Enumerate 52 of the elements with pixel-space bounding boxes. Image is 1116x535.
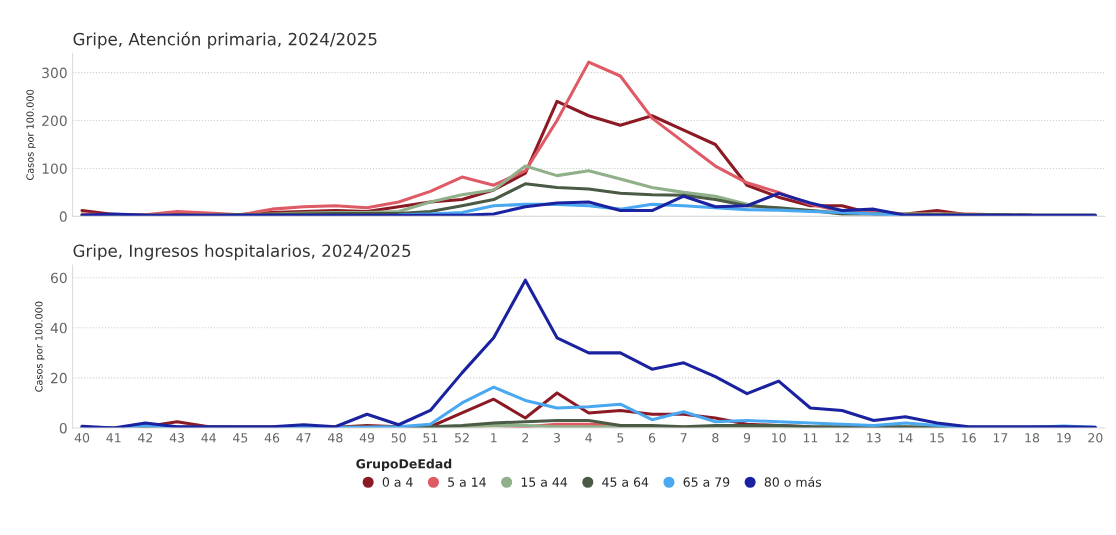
x-tick-label: 2 bbox=[522, 433, 529, 443]
legend-label: 5 a 14 bbox=[448, 477, 486, 487]
x-tick-label: 46 bbox=[264, 433, 280, 443]
chart-title: Gripe, Ingresos hospitalarios, 2024/2025 bbox=[73, 244, 411, 261]
x-tick-label: 45 bbox=[233, 433, 248, 443]
x-tick-label: 6 bbox=[648, 433, 656, 443]
x-tick-label: 20 bbox=[1088, 433, 1103, 443]
x-tick-label: 3 bbox=[554, 433, 560, 443]
x-tick-label: 43 bbox=[169, 433, 184, 443]
legend-label: 15 a 44 bbox=[521, 477, 568, 487]
x-tick-label: 18 bbox=[1025, 433, 1040, 443]
legend-label: 45 a 64 bbox=[602, 477, 649, 487]
x-tick-label: 48 bbox=[328, 433, 343, 443]
x-tick-label: 19 bbox=[1057, 433, 1071, 443]
y-tick-label: 300 bbox=[42, 67, 67, 79]
x-tick-label: 11 bbox=[803, 433, 818, 443]
x-tick-label: 16 bbox=[962, 433, 976, 443]
y-tick-label: 0 bbox=[59, 422, 67, 434]
x-tick-label: 4 bbox=[585, 433, 592, 443]
y-tick-label: 100 bbox=[42, 163, 67, 174]
x-tick-label: 13 bbox=[867, 433, 881, 443]
y-tick-label: 200 bbox=[42, 115, 67, 127]
x-tick-label: 49 bbox=[359, 433, 375, 443]
x-tick-label: 44 bbox=[201, 433, 216, 443]
x-tick-label: 40 bbox=[74, 433, 90, 443]
y-axis-title: Casos por 100.000 bbox=[26, 89, 36, 181]
legend-title: GrupoDeEdad bbox=[356, 458, 452, 471]
legend-label: 0 a 4 bbox=[382, 477, 413, 487]
y-axis-title: Casos por 100.000 bbox=[35, 301, 45, 392]
x-tick-label: 50 bbox=[391, 433, 406, 443]
x-tick-label: 17 bbox=[993, 433, 1008, 443]
x-tick-label: 5 bbox=[617, 433, 624, 443]
x-tick-label: 41 bbox=[106, 433, 121, 443]
x-tick-label: 14 bbox=[898, 433, 913, 443]
x-tick-label: 1 bbox=[491, 433, 497, 443]
x-tick-label: 7 bbox=[680, 433, 687, 443]
x-tick-label: 42 bbox=[138, 433, 153, 443]
x-tick-label: 52 bbox=[455, 433, 469, 443]
x-tick-label: 10 bbox=[772, 433, 786, 443]
y-tick-label: 0 bbox=[59, 211, 67, 222]
x-tick-label: 9 bbox=[743, 433, 751, 443]
x-tick-label: 47 bbox=[296, 433, 311, 443]
x-tick-label: 12 bbox=[835, 433, 849, 443]
x-tick-label: 8 bbox=[712, 433, 719, 443]
legend-label: 80 o más bbox=[764, 476, 822, 487]
y-tick-label: 20 bbox=[51, 372, 67, 384]
legend-label: 65 a 79 bbox=[683, 477, 730, 487]
y-tick-label: 40 bbox=[50, 322, 67, 334]
chart-title: Gripe, Atención primaria, 2024/2025 bbox=[73, 31, 377, 49]
x-tick-label: 15 bbox=[930, 433, 944, 443]
y-tick-label: 60 bbox=[50, 272, 67, 284]
x-tick-label: 51 bbox=[423, 433, 438, 443]
